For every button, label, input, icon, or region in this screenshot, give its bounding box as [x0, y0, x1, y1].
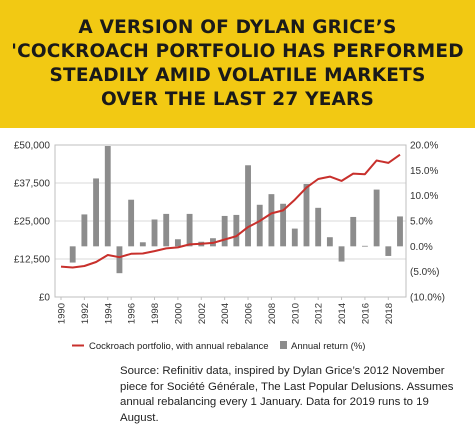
- annual-return-bar: [163, 213, 170, 247]
- right-axis-tick-label: (5.0%): [410, 267, 439, 278]
- title-line-4: OVER THE LAST 27 YEARS: [100, 89, 375, 110]
- annual-return-bar: [385, 246, 392, 256]
- annual-return-bar: [233, 214, 240, 247]
- right-axis-tick-label: 20.0%: [410, 141, 438, 152]
- cockroach-portfolio-chart: £0 £12,500 £25,000 £37,500 £50,000 (10.0%) (5.…: [14, 141, 445, 353]
- annual-return-bar: [104, 146, 111, 247]
- x-axis-tick-label: 2016: [360, 303, 371, 324]
- x-axis-tick-label: 2006: [244, 303, 255, 324]
- right-axis-tick-label: 10.0%: [410, 191, 438, 202]
- x-axis-tick-label: 2010: [290, 303, 301, 324]
- left-axis-tick-label: £25,000: [14, 217, 51, 228]
- legend-label-annual-return: Annual return (%): [291, 341, 365, 352]
- left-axis-tick-label: £50,000: [14, 141, 51, 152]
- annual-return-bar: [116, 246, 123, 274]
- title-line-3: STEADILY AMID VOLATILE MARKETS: [49, 65, 426, 86]
- right-axis-tick-label: (10.0%): [410, 293, 445, 304]
- x-axis-tick-label: 1990: [57, 303, 68, 324]
- annual-return-bar: [174, 239, 181, 247]
- annual-return-bar: [69, 246, 76, 263]
- annual-return-bar: [128, 199, 135, 247]
- right-axis-tick-label: 15.0%: [410, 166, 438, 177]
- x-axis-tick-label: 1994: [103, 303, 114, 324]
- annual-return-bar: [280, 203, 287, 247]
- source-note: Source: Refinitiv data, inspired by Dyla…: [120, 365, 454, 424]
- annual-return-bar: [303, 184, 310, 247]
- x-axis-tick-label: 2004: [220, 303, 231, 324]
- annual-return-bar: [93, 178, 99, 247]
- legend-label-portfolio: Cockroach portfolio, with annual rebalan…: [89, 341, 269, 352]
- left-axis-tick-label: £12,500: [14, 255, 51, 266]
- title-line-2: 'COCKROACH PORTFOLIO HAS PERFORMED: [11, 41, 464, 62]
- x-axis-tick-label: 1996: [127, 303, 138, 324]
- left-axis-tick-label: £37,500: [14, 179, 51, 190]
- portfolio-value-line: [60, 153, 401, 269]
- annual-return-bar: [315, 207, 322, 247]
- annual-return-bar: [291, 228, 298, 247]
- x-axis-tick-label: 1992: [80, 303, 91, 324]
- x-axis-tick-label: 2018: [384, 303, 395, 324]
- left-axis-tick-label: £0: [39, 293, 51, 304]
- x-axis-tick-label: 2000: [173, 303, 184, 324]
- annual-return-bar: [362, 245, 368, 247]
- annual-return-bar: [139, 242, 146, 247]
- x-axis-tick-label: 2002: [197, 303, 208, 324]
- annual-return-bar: [221, 215, 228, 247]
- annual-return-bar: [151, 219, 158, 247]
- annual-return-bar: [326, 237, 333, 247]
- annual-return-bar: [397, 216, 403, 247]
- right-axis-tick-label: 5.0%: [410, 217, 433, 228]
- legend-bar-swatch: [280, 341, 287, 349]
- title-banner: A VERSION OF DYLAN GRICE’S 'COCKROACH PO…: [0, 0, 475, 128]
- right-axis-tick-label: 0.0%: [410, 242, 433, 253]
- plot-frame: [54, 144, 407, 298]
- x-axis-tick-label: 1998: [150, 303, 161, 324]
- title-line-1: A VERSION OF DYLAN GRICE’S: [78, 17, 397, 38]
- x-axis-tick-label: 2012: [314, 303, 325, 324]
- annual-return-bar: [373, 189, 380, 247]
- annual-return-bar: [186, 213, 193, 247]
- annual-return-bar: [338, 246, 345, 262]
- x-axis-tick-label: 2008: [267, 303, 278, 324]
- annual-return-bar: [245, 165, 251, 247]
- annual-return-bar: [268, 194, 275, 247]
- annual-return-bar: [350, 216, 357, 247]
- annual-return-bar: [81, 214, 88, 247]
- x-axis-tick-label: 2014: [337, 303, 348, 324]
- annual-return-bar: [256, 204, 263, 247]
